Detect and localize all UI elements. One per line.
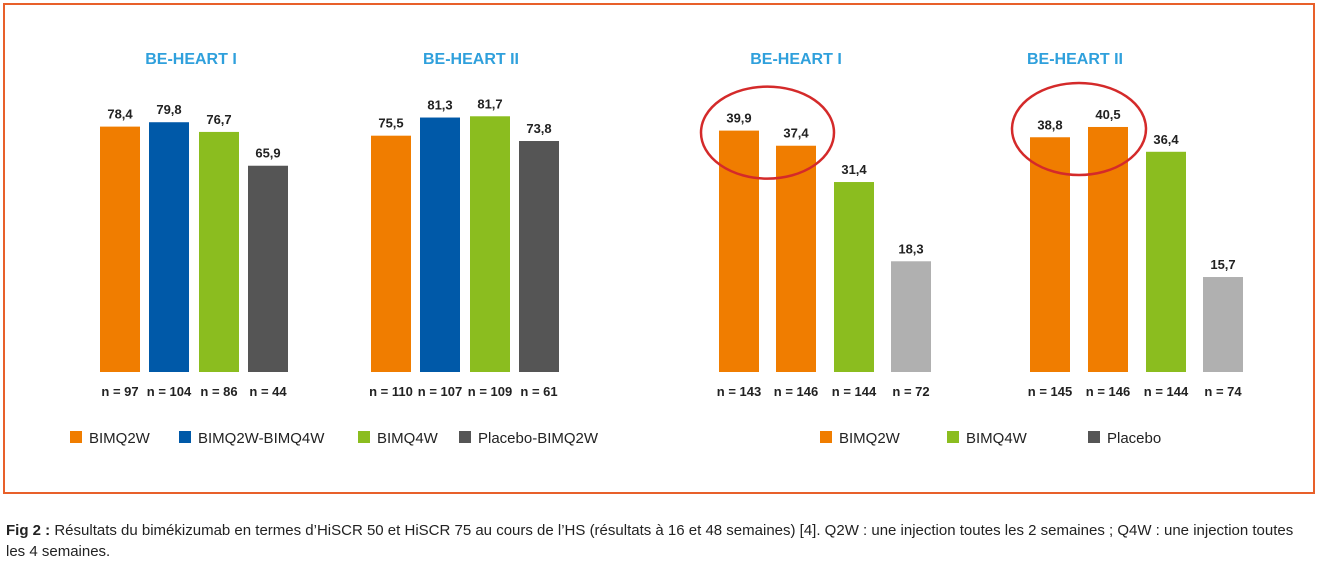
tick-label: n = 110 [369, 384, 413, 399]
bar [149, 122, 189, 372]
data-label: 38,8 [1037, 117, 1062, 132]
tick-label: n = 97 [101, 384, 138, 399]
figure-caption: Fig 2 : Résultats du bimékizumab en term… [6, 520, 1316, 562]
legend-swatch [179, 431, 191, 443]
caption-label: Fig 2 : [6, 522, 51, 539]
bar [1146, 151, 1186, 372]
bar [248, 165, 288, 372]
bar [1030, 137, 1070, 372]
panel-title: BE-HEART I [750, 51, 842, 68]
figure-frame [3, 3, 1315, 494]
bar [891, 261, 931, 372]
bar [1088, 126, 1128, 372]
data-label: 75,5 [378, 116, 403, 131]
data-label: 81,3 [427, 98, 452, 113]
data-label: 76,7 [206, 112, 231, 127]
tick-label: n = 146 [774, 384, 818, 399]
data-label: 39,9 [726, 111, 751, 126]
legend-label: Placebo [1107, 430, 1161, 447]
data-label: 37,4 [783, 126, 809, 141]
legend-swatch [459, 431, 471, 443]
data-label: 79,8 [156, 102, 181, 117]
bar [420, 117, 460, 372]
tick-label: n = 44 [249, 384, 287, 399]
bar [199, 131, 239, 372]
bar [519, 141, 559, 372]
tick-label: n = 86 [200, 384, 237, 399]
legend-label: Placebo-BIMQ2W [478, 430, 599, 447]
legend-swatch [1088, 431, 1100, 443]
bar [1203, 277, 1243, 372]
tick-label: n = 104 [147, 384, 192, 399]
data-label: 18,3 [898, 241, 923, 256]
legend-label: BIMQ2W-BIMQ4W [198, 430, 325, 447]
bar [470, 116, 510, 373]
tick-label: n = 72 [892, 384, 929, 399]
tick-label: n = 61 [520, 384, 557, 399]
bar [834, 182, 874, 372]
panel-title: BE-HEART I [145, 51, 237, 68]
tick-label: n = 143 [717, 384, 761, 399]
legend-swatch [947, 431, 959, 443]
legend-label: BIMQ2W [89, 430, 151, 447]
bar [719, 130, 759, 372]
panel-title: BE-HEART II [423, 51, 519, 68]
data-label: 73,8 [526, 121, 551, 136]
legend-swatch [820, 431, 832, 443]
legend-label: BIMQ4W [966, 430, 1028, 447]
data-label: 36,4 [1153, 132, 1179, 147]
data-label: 81,7 [477, 96, 502, 111]
data-label: 15,7 [1210, 257, 1235, 272]
panel-title: BE-HEART II [1027, 51, 1123, 68]
legend-label: BIMQ4W [377, 430, 439, 447]
highlight-circle [699, 85, 836, 180]
tick-label: n = 144 [832, 384, 877, 399]
bar [100, 126, 140, 372]
tick-label: n = 146 [1086, 384, 1130, 399]
tick-label: n = 109 [468, 384, 512, 399]
tick-label: n = 74 [1204, 384, 1242, 399]
data-label: 31,4 [841, 162, 867, 177]
legend-label: BIMQ2W [839, 430, 901, 447]
legend-swatch [358, 431, 370, 443]
bar-charts: BE-HEART I 78,4 n = 97 79,8 n = 104 76,7 n = 8… [70, 51, 1243, 447]
tick-label: n = 144 [1144, 384, 1189, 399]
caption-text: Résultats du bimékizumab en termes d’HiS… [6, 522, 1294, 560]
highlight-circle [1010, 81, 1148, 177]
tick-label: n = 107 [418, 384, 462, 399]
data-label: 40,5 [1095, 107, 1120, 122]
bar [776, 145, 816, 372]
tick-label: n = 145 [1028, 384, 1072, 399]
legend-swatch [70, 431, 82, 443]
data-label: 65,9 [255, 146, 280, 161]
bar [371, 135, 411, 372]
data-label: 78,4 [107, 107, 133, 122]
